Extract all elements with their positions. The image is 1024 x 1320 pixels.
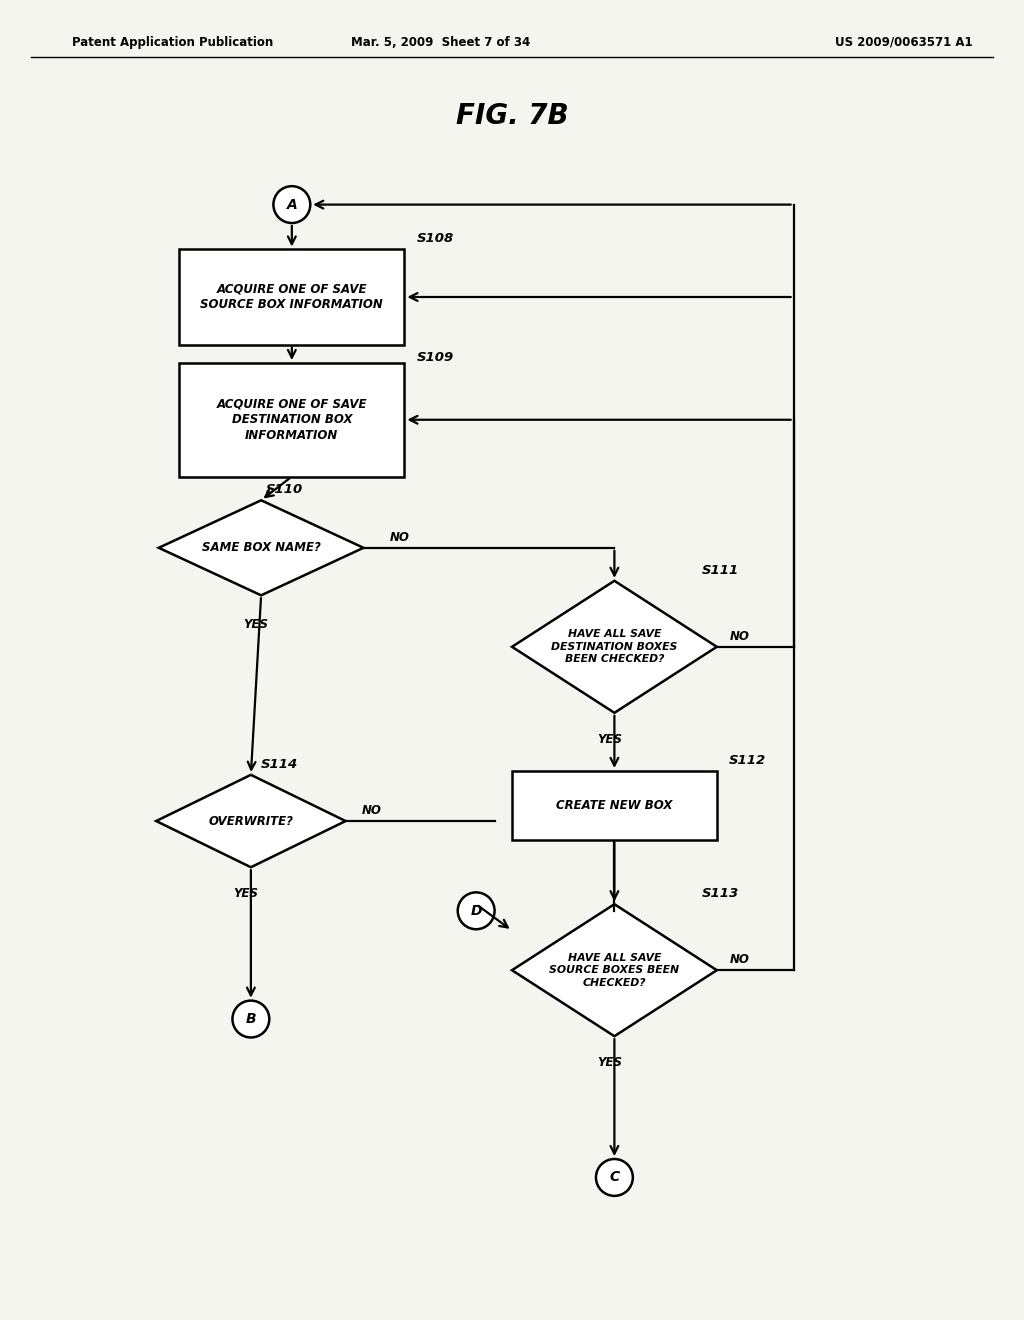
Text: SAME BOX NAME?: SAME BOX NAME? bbox=[202, 541, 321, 554]
Text: C: C bbox=[609, 1171, 620, 1184]
Text: NO: NO bbox=[729, 630, 750, 643]
Ellipse shape bbox=[273, 186, 310, 223]
Text: B: B bbox=[246, 1012, 256, 1026]
Text: NO: NO bbox=[389, 531, 410, 544]
Text: US 2009/0063571 A1: US 2009/0063571 A1 bbox=[836, 36, 973, 49]
Text: D: D bbox=[470, 904, 482, 917]
Text: CREATE NEW BOX: CREATE NEW BOX bbox=[556, 799, 673, 812]
Text: NO: NO bbox=[729, 953, 750, 966]
Text: S112: S112 bbox=[729, 754, 766, 767]
Polygon shape bbox=[156, 775, 346, 867]
Text: NO: NO bbox=[361, 804, 381, 817]
FancyBboxPatch shape bbox=[179, 363, 404, 477]
Text: S108: S108 bbox=[417, 232, 454, 246]
Ellipse shape bbox=[596, 1159, 633, 1196]
Text: ACQUIRE ONE OF SAVE
DESTINATION BOX
INFORMATION: ACQUIRE ONE OF SAVE DESTINATION BOX INFO… bbox=[217, 397, 367, 442]
Text: FIG. 7B: FIG. 7B bbox=[456, 102, 568, 131]
Text: HAVE ALL SAVE
SOURCE BOXES BEEN
CHECKED?: HAVE ALL SAVE SOURCE BOXES BEEN CHECKED? bbox=[549, 953, 680, 987]
Text: S110: S110 bbox=[266, 483, 303, 496]
FancyBboxPatch shape bbox=[179, 249, 404, 345]
Text: S113: S113 bbox=[701, 887, 738, 900]
Text: S114: S114 bbox=[261, 758, 298, 771]
Text: S111: S111 bbox=[701, 564, 738, 577]
Text: OVERWRITE?: OVERWRITE? bbox=[208, 814, 294, 828]
Text: YES: YES bbox=[597, 1056, 622, 1069]
Text: YES: YES bbox=[233, 887, 258, 900]
Text: ACQUIRE ONE OF SAVE
SOURCE BOX INFORMATION: ACQUIRE ONE OF SAVE SOURCE BOX INFORMATI… bbox=[201, 282, 383, 312]
Text: S109: S109 bbox=[417, 351, 454, 364]
Text: A: A bbox=[287, 198, 297, 211]
FancyBboxPatch shape bbox=[512, 771, 717, 840]
Polygon shape bbox=[512, 904, 717, 1036]
Ellipse shape bbox=[232, 1001, 269, 1038]
Text: HAVE ALL SAVE
DESTINATION BOXES
BEEN CHECKED?: HAVE ALL SAVE DESTINATION BOXES BEEN CHE… bbox=[551, 630, 678, 664]
Polygon shape bbox=[512, 581, 717, 713]
Text: YES: YES bbox=[244, 618, 268, 631]
Ellipse shape bbox=[458, 892, 495, 929]
Text: Patent Application Publication: Patent Application Publication bbox=[72, 36, 273, 49]
Polygon shape bbox=[159, 500, 364, 595]
Text: Mar. 5, 2009  Sheet 7 of 34: Mar. 5, 2009 Sheet 7 of 34 bbox=[350, 36, 530, 49]
Text: YES: YES bbox=[597, 733, 622, 746]
